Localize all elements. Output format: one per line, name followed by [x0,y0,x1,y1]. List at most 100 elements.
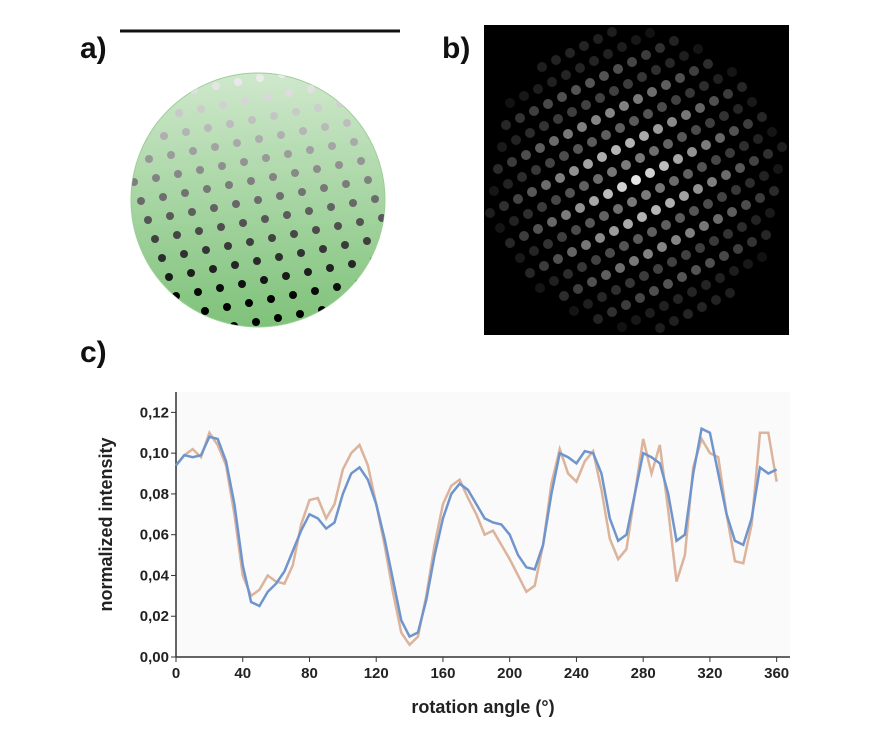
spot [635,293,645,303]
dot [61,373,69,381]
spot [695,243,705,253]
dot [26,278,34,286]
dot [277,131,285,139]
dot [140,14,148,22]
spot [589,56,599,66]
dot [106,304,114,312]
dot [400,210,408,218]
spot [709,96,719,106]
spot [669,316,679,326]
spot [699,221,709,231]
y-tick-label: 0,12 [140,404,169,421]
dot [292,108,300,116]
dot [183,73,191,75]
dot [254,196,262,204]
dot [420,328,428,336]
diffraction-dots [485,27,787,333]
dot [74,472,82,480]
spot [553,254,563,264]
y-axis-label: normalized intensity [96,437,116,611]
y-tick-label: 0,00 [140,649,169,666]
dot [256,74,264,82]
dot [416,126,424,134]
y-tick-label: 0,08 [140,486,169,503]
dot [337,39,345,47]
dot [152,174,160,182]
spot [615,123,625,133]
dot [0,0,2,8]
spot [543,239,553,249]
dot [443,263,451,271]
dot [89,3,97,11]
dot [14,118,22,126]
spot [675,213,685,223]
spot [683,309,693,319]
dot [135,319,143,327]
dot [42,194,50,202]
dot [0,61,1,69]
spot [541,180,551,190]
spot [597,292,607,302]
spot [623,219,633,229]
dot [464,320,472,328]
spot [703,59,713,69]
spot [637,212,647,222]
dot [466,198,474,206]
dot [289,291,297,299]
dot [71,209,79,217]
spot [579,181,589,191]
spot [653,124,663,134]
dot [355,279,363,287]
dot [471,339,479,347]
spot [681,250,691,260]
dot [112,384,120,392]
spot [689,206,699,216]
dot [13,179,21,187]
spot [611,285,621,295]
dot [53,415,61,423]
dot [467,137,475,145]
dot [450,282,458,290]
dot [241,97,249,105]
dot [275,253,283,261]
dot [80,106,88,114]
dot [118,18,126,26]
spot [679,51,689,61]
dot [228,0,236,6]
dot [139,75,147,83]
dot [206,2,214,10]
dot [387,111,395,119]
spot [609,86,619,96]
dot [37,53,45,61]
dot [57,171,65,179]
spot [677,272,687,282]
spot [723,89,733,99]
dot [197,105,205,113]
dot [86,186,94,194]
dot [257,13,265,21]
dot [351,77,359,85]
spot [507,157,517,167]
spot [573,144,583,154]
dot [434,366,442,374]
dot [446,80,454,88]
dot [87,125,95,133]
dot [282,272,290,280]
dot [255,135,263,143]
dot [245,299,253,307]
dot [219,101,227,109]
spot [671,235,681,245]
dot [227,59,235,67]
dot [441,385,449,393]
spot [547,77,557,87]
dot [32,358,40,366]
dot [144,216,152,224]
dot [350,138,358,146]
spot [653,264,663,274]
dot [238,280,246,288]
spot [651,205,661,215]
x-tick-label: 40 [234,665,251,682]
dot [62,312,70,320]
dot [189,147,197,155]
dot [437,183,445,191]
